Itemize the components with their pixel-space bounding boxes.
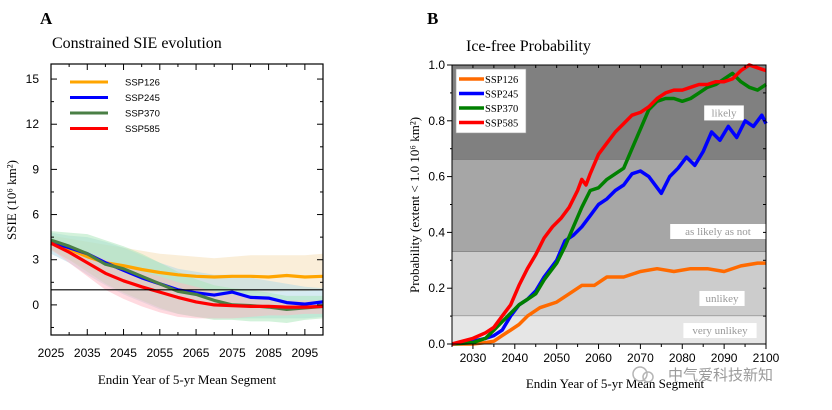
x-axis-ticks: 2025 2035 2045 2055 2065 2075 2085 2095 [38, 64, 324, 360]
legend-item-ssp126: SSP126 [459, 75, 518, 86]
legend: SSP126 SSP245 SSP370 SSP585 [70, 78, 160, 135]
x-axis-label: Endin Year of 5-yr Mean Segment [526, 376, 705, 391]
x-tick-label: 2095 [292, 346, 319, 360]
panel-b: B Ice-free Probability likely as likely a… [407, 9, 780, 391]
legend-item-ssp585: SSP585 [70, 124, 160, 135]
band-unlikey [452, 251, 766, 317]
plot-frame [50, 63, 324, 336]
y-axis-ticks: 0 3 6 9 12 15 [26, 72, 323, 328]
x-tick-label: 2035 [74, 346, 101, 360]
panel-a: A Constrained SIE evolution 2025 2035 2045… [4, 9, 324, 387]
y-tick-label: 0.0 [428, 337, 445, 351]
x-tick-label: 2030 [460, 351, 487, 365]
wechat-icon [632, 366, 648, 382]
band-label: unlikey [706, 293, 739, 305]
band-label-bg [683, 323, 757, 339]
legend-item-ssp245: SSP245 [70, 93, 160, 104]
x-axis-label: Endin Year of 5-yr Mean Segment [98, 372, 277, 387]
series-lines [50, 238, 324, 311]
band-label-box: unlikey [699, 290, 745, 306]
line-ssp585 [451, 63, 767, 346]
band-label: as likely as not [685, 226, 751, 238]
legend-item-ssp245: SSP245 [459, 90, 518, 101]
y-tick-label: 0 [32, 298, 39, 312]
y-tick-label: 9 [32, 162, 39, 176]
legend-label: SSP585 [125, 124, 160, 135]
x-tick-label: 2060 [585, 351, 612, 365]
legend-label: SSP245 [485, 90, 518, 101]
band-label-box: as likely as not [670, 224, 766, 240]
panel-a-letter: A [40, 9, 53, 28]
x-tick-label: 2045 [110, 346, 137, 360]
y-tick-label: 12 [26, 117, 40, 131]
x-tick-label: 2050 [543, 351, 570, 365]
y-axis-label: SSIE (10⁶ km²) [4, 160, 19, 240]
band-label-bg [699, 290, 745, 306]
legend-label: SSP370 [125, 109, 160, 120]
legend-item-ssp585: SSP585 [459, 119, 518, 130]
legend-label: SSP126 [485, 75, 518, 86]
legend-item-ssp370: SSP370 [70, 109, 160, 120]
x-axis-ticks: 2030 2040 2050 2060 2070 2080 2090 2100 [451, 65, 780, 365]
x-tick-label: 2065 [183, 346, 210, 360]
wechat-icon-bubble [642, 371, 654, 383]
x-tick-label: 2100 [753, 351, 780, 365]
y-tick-label: 0.6 [428, 170, 445, 184]
panel-b-letter: B [427, 9, 438, 28]
y-tick-label: 0.8 [428, 114, 445, 128]
line-ssp370 [451, 71, 767, 346]
x-tick-label: 2085 [255, 346, 282, 360]
panel-b-title: Ice-free Probability [466, 38, 591, 55]
x-tick-label: 2075 [219, 346, 246, 360]
y-tick-label: 0.2 [428, 281, 445, 295]
legend-label: SSP370 [485, 104, 518, 115]
watermark-text: 中气爱科技新知 [668, 366, 773, 384]
line-ssp585 [50, 241, 324, 309]
series-lines [451, 63, 768, 346]
y-tick-label: 0.4 [428, 225, 445, 239]
band-label-bg [704, 105, 744, 121]
band-label-bg [670, 224, 766, 240]
panel-a-title: Constrained SIE evolution [52, 35, 222, 52]
legend: SSP126 SSP245 SSP370 SSP585 [455, 68, 527, 134]
y-axis-ticks: 0.0 0.2 0.4 0.6 0.8 1.0 [428, 58, 766, 351]
x-tick-label: 2090 [711, 351, 738, 365]
legend-item-ssp126: SSP126 [70, 78, 160, 89]
band-label-box: very unlikey [683, 323, 757, 339]
x-tick-label: 2040 [501, 351, 528, 365]
legend-label: SSP245 [125, 93, 160, 104]
y-tick-label: 15 [26, 72, 40, 86]
band-label: very unlikey [692, 325, 748, 337]
band-label-box: likely [704, 105, 744, 121]
y-axis-label: Probability (extent < 1.0 10⁶ km²) [407, 117, 422, 293]
line-ssp126 [452, 261, 766, 346]
band-label: likely [711, 107, 737, 119]
y-tick-label: 3 [32, 253, 39, 267]
x-tick-label: 2055 [146, 346, 173, 360]
watermark: 中气爱科技新知 [632, 366, 773, 384]
y-tick-label: 1.0 [428, 58, 445, 72]
x-tick-label: 2070 [627, 351, 654, 365]
legend-item-ssp370: SSP370 [459, 104, 518, 115]
x-tick-label: 2025 [38, 346, 65, 360]
y-tick-label: 6 [32, 208, 39, 222]
x-tick-label: 2080 [669, 351, 696, 365]
legend-label: SSP585 [485, 119, 518, 130]
legend-label: SSP126 [125, 78, 160, 89]
